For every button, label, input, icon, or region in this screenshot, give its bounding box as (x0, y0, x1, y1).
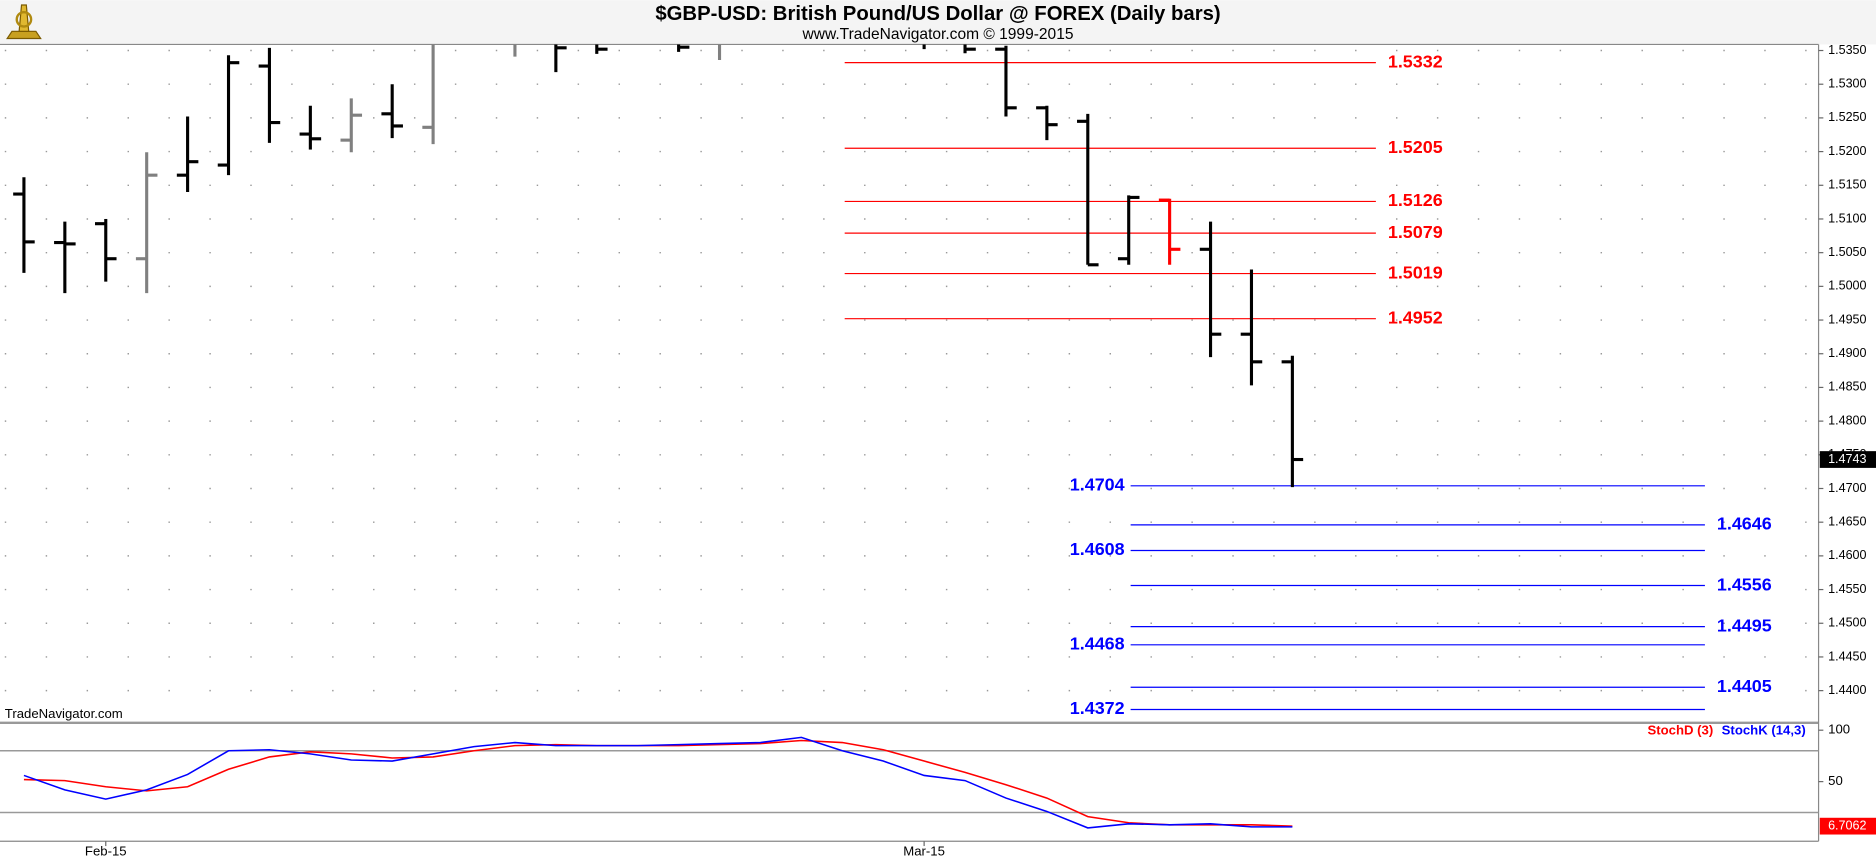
last-price-label: 1.4743 (1828, 452, 1866, 466)
chart-title: $GBP-USD: British Pound/US Dollar @ FORE… (655, 3, 1220, 25)
last-value-box (1819, 817, 1876, 835)
logo (6, 4, 42, 40)
resistance-label: 1.5079 (1388, 222, 1443, 242)
last-value-label: 6.7062 (1828, 818, 1866, 832)
last-price-box (1819, 451, 1876, 468)
stoch-pane (0, 736, 1819, 829)
chart-subtitle: www.TradeNavigator.com © 1999-2015 (802, 26, 1074, 43)
x-tick-label: Feb-15 (85, 844, 127, 859)
y-tick-label: 1.4650 (1828, 514, 1866, 528)
y-tick-label: 1.5100 (1828, 211, 1866, 225)
support-label: 1.4495 (1717, 615, 1772, 635)
support-label: 1.4405 (1717, 676, 1772, 696)
y-tick-label: 1.4600 (1828, 548, 1866, 562)
y-tick-label: 1.4900 (1828, 346, 1866, 360)
resistance-label: 1.4952 (1388, 307, 1443, 327)
watermark: TradeNavigator.com (5, 706, 123, 721)
y-tick-label: 1.4400 (1828, 683, 1866, 697)
support-label: 1.4468 (1070, 634, 1125, 654)
y-tick-label: 1.5300 (1828, 77, 1866, 91)
y-tick-label: 1.4800 (1828, 413, 1866, 427)
x-tick-label: Mar-15 (903, 844, 945, 859)
y-tick-label: 1.5050 (1828, 245, 1866, 259)
y-tick-label: 1.5150 (1828, 178, 1866, 192)
y-tick-label: 1.4550 (1828, 582, 1866, 596)
y-tick-label: 1.5250 (1828, 110, 1866, 124)
y-tick-label: 100 (1828, 722, 1850, 737)
y-tick-label: 50 (1828, 773, 1843, 788)
stoch-line (23, 736, 1293, 829)
support-label: 1.4704 (1070, 475, 1125, 495)
price-pane (4, 44, 1819, 711)
header-band (0, 0, 1876, 45)
y-tick-label: 1.4850 (1828, 380, 1866, 394)
resistance-label: 1.5205 (1388, 137, 1443, 157)
y-tick-label: 1.5000 (1828, 279, 1866, 293)
support-label: 1.4372 (1070, 698, 1125, 718)
y-tick-label: 1.4950 (1828, 312, 1866, 326)
support-label: 1.4646 (1717, 514, 1772, 534)
y-tick-label: 1.5350 (1828, 43, 1866, 57)
y-tick-label: 1.5200 (1828, 144, 1866, 158)
legend-entry: StochK (14,3) (1722, 723, 1806, 738)
y-tick-label: 1.4700 (1828, 481, 1866, 495)
y-tick-label: 1.4500 (1828, 616, 1866, 630)
resistance-label: 1.5332 (1388, 51, 1443, 71)
legend-entry: StochD (3) (1647, 723, 1713, 738)
resistance-label: 1.5019 (1388, 262, 1443, 282)
support-label: 1.4608 (1070, 539, 1125, 559)
resistance-label: 1.5126 (1388, 190, 1443, 210)
y-tick-label: 1.4450 (1828, 649, 1866, 663)
support-label: 1.4556 (1717, 574, 1772, 594)
